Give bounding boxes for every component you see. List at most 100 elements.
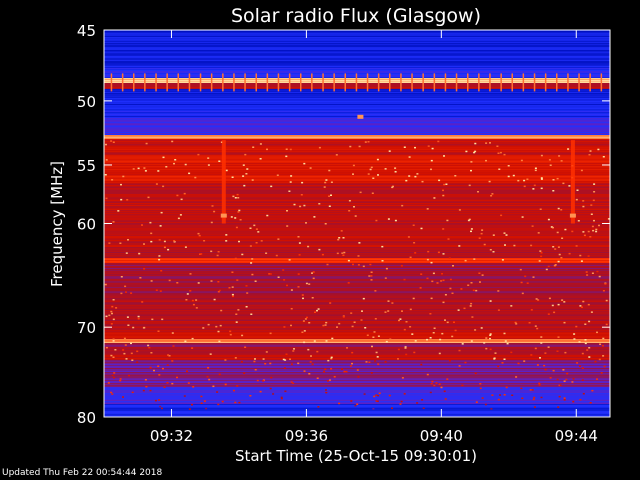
spectrum-speckle	[303, 330, 306, 332]
spectrum-row	[104, 263, 610, 264]
spectrum-speckle	[475, 289, 478, 292]
spectrum-row	[104, 250, 610, 251]
spectrum-row	[104, 113, 610, 114]
spectrum-speckle	[372, 177, 375, 179]
spectrum-speckle	[497, 290, 500, 292]
spectrum-speckle	[401, 204, 404, 207]
spectrum-speckle	[602, 355, 605, 357]
spectrum-row	[104, 407, 610, 408]
spectrum-speckle	[336, 326, 338, 328]
spectrum-row	[104, 182, 610, 183]
spectrum-speckle	[485, 159, 487, 162]
spectrum-row	[104, 191, 610, 192]
spectrum-row	[104, 282, 610, 283]
spectrum-speckle	[128, 374, 130, 377]
spectrum-speckle	[141, 301, 144, 303]
spectrum-row	[104, 267, 610, 268]
spectrum-row	[104, 31, 610, 32]
spectrum-row	[104, 274, 610, 275]
spectrum-row	[104, 245, 610, 246]
spectrum-row	[104, 165, 610, 166]
spectrum-speckle	[461, 343, 464, 345]
spectrum-row	[104, 206, 610, 207]
spectrum-speckle	[283, 367, 286, 369]
spectrum-speckle	[420, 273, 423, 275]
spectrum-speckle	[358, 242, 361, 244]
spectrum-speckle	[297, 362, 300, 365]
spectrum-speckle	[150, 352, 153, 354]
spectrum-row	[104, 353, 610, 354]
spectrum-speckle	[232, 295, 234, 298]
spectrum-speckle	[505, 234, 508, 236]
spectrum-speckle	[207, 367, 210, 369]
spectrum-row	[104, 266, 610, 267]
spectrum-row	[104, 319, 610, 320]
spectrum-speckle	[577, 220, 580, 222]
spectrum-speckle	[595, 230, 598, 233]
spectrum-row	[104, 381, 610, 382]
spectrum-speckle	[403, 146, 406, 148]
spectrum-speckle	[497, 309, 500, 311]
spectrum-speckle	[579, 398, 582, 401]
spectrum-speckle	[534, 347, 537, 350]
spectrum-speckle	[108, 242, 111, 244]
spectrum-row	[104, 209, 610, 210]
spectrum-speckle	[231, 271, 234, 273]
spectrum-speckle	[588, 154, 591, 156]
spectrum-speckle	[215, 325, 218, 328]
spectrum-speckle	[289, 148, 292, 151]
spectrum-row	[104, 54, 610, 55]
spectrum-row	[104, 409, 610, 410]
spectrum-speckle	[590, 204, 593, 206]
spectrum-row	[104, 114, 610, 115]
spectrum-row	[104, 120, 610, 121]
spectrum-speckle	[238, 209, 241, 212]
spectrum-speckle	[325, 179, 328, 181]
spectrum-speckle	[388, 394, 391, 397]
spectrum-speckle	[113, 372, 116, 374]
spectrum-speckle	[432, 332, 435, 334]
burst-spot	[357, 114, 364, 119]
spectrum-speckle	[443, 155, 445, 157]
spectrum-speckle	[219, 324, 222, 327]
spectrum-speckle	[112, 356, 115, 358]
spectrum-speckle	[485, 347, 488, 350]
spectrum-row	[104, 178, 610, 179]
spectrum-speckle	[414, 146, 416, 149]
spectrum-speckle	[416, 402, 419, 404]
spectrum-speckle	[449, 287, 452, 290]
spectrum-speckle	[392, 185, 394, 188]
spectrum-speckle	[323, 186, 326, 188]
spectrum-speckle	[303, 162, 306, 165]
spectrum-speckle	[556, 231, 559, 234]
spectrum-row	[104, 352, 610, 353]
spectrum-speckle	[105, 315, 108, 318]
spectrum-row	[104, 334, 610, 335]
spectrum-row	[104, 43, 610, 44]
spectrum-speckle	[372, 408, 375, 410]
spectrum-row	[104, 33, 610, 34]
spectrum-row	[104, 246, 610, 247]
spectrum-speckle	[126, 316, 129, 318]
spectrum-speckle	[249, 395, 252, 397]
spectrum-row	[104, 277, 610, 278]
spectrum-speckle	[159, 405, 162, 408]
spectrum-speckle	[412, 297, 415, 300]
spectrum-row	[104, 396, 610, 397]
spectrum-speckle	[524, 275, 527, 278]
spectrum-row	[104, 45, 610, 46]
spectrum-speckle	[409, 326, 412, 328]
spectrum-row	[104, 69, 610, 70]
spectrum-speckle	[119, 379, 122, 382]
spectrum-row	[104, 379, 610, 380]
spectrum-speckle	[329, 379, 331, 381]
spectrum-speckle	[581, 306, 583, 308]
spectrum-row	[104, 42, 610, 43]
spectrum-speckle	[385, 340, 388, 343]
spectrum-speckle	[280, 397, 283, 400]
spectrum-speckle	[451, 335, 454, 338]
spectrum-row	[104, 410, 610, 411]
spectrum-speckle	[160, 211, 163, 214]
spectrum-speckle	[302, 297, 304, 300]
spectrum-speckle	[513, 244, 516, 247]
